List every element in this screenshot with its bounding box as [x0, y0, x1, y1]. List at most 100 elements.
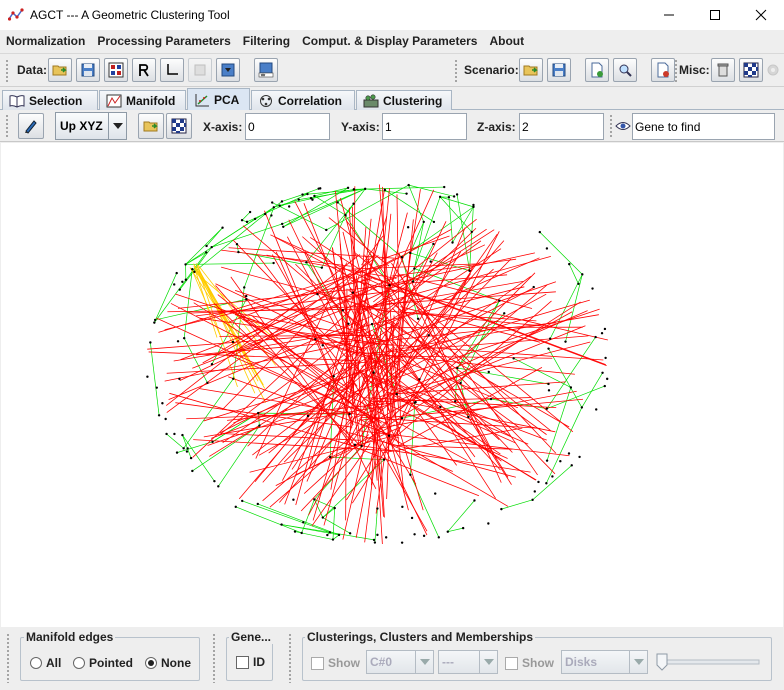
- bottom-grip[interactable]: [6, 633, 10, 683]
- gene-point: [489, 397, 493, 401]
- chevron-down-icon[interactable]: [108, 113, 126, 139]
- pca-edit-button[interactable]: [18, 113, 44, 139]
- radio-pointed-dot[interactable]: [73, 657, 85, 669]
- bottom-panel: Manifold edges All Pointed None Gene... …: [0, 627, 784, 690]
- pca-toolbar-grip[interactable]: [5, 114, 9, 138]
- data-matrix-button[interactable]: [104, 58, 128, 82]
- chevron-down-icon[interactable]: [629, 651, 647, 673]
- feature-axis-button[interactable]: [160, 58, 184, 82]
- x-axis-input[interactable]: [245, 113, 330, 140]
- pca-plot-svg[interactable]: [1, 143, 783, 627]
- y-axis-input[interactable]: [382, 113, 467, 140]
- gene-search-input[interactable]: [632, 113, 775, 140]
- manifold-edge: [257, 413, 260, 426]
- view-mode-select[interactable]: Up XYZ: [55, 112, 127, 140]
- gene-point: [332, 374, 335, 378]
- highlighted-edge: [156, 317, 388, 425]
- highlighted-edge: [350, 308, 600, 394]
- clusters-grip[interactable]: [288, 633, 292, 683]
- menu-about[interactable]: About: [489, 34, 525, 48]
- delete-scenario-button[interactable]: [651, 58, 675, 82]
- highlighted-edge: [364, 276, 384, 517]
- gene-point: [545, 482, 548, 485]
- highlighted-edge: [283, 350, 399, 463]
- load-data-button[interactable]: [48, 58, 72, 82]
- gene-point: [455, 193, 459, 196]
- misc-grip[interactable]: [674, 59, 678, 83]
- save-export-button[interactable]: [216, 58, 240, 82]
- radio-all[interactable]: All: [30, 656, 61, 670]
- clustering-select[interactable]: C#0: [366, 650, 434, 674]
- pca-matrix-button[interactable]: [166, 113, 192, 139]
- disabled-tool-button[interactable]: [188, 58, 212, 82]
- gene-point: [531, 498, 534, 502]
- menu-processing-parameters[interactable]: Processing Parameters: [97, 34, 231, 48]
- trash-button[interactable]: [711, 58, 735, 82]
- new-scenario-button[interactable]: [585, 58, 609, 82]
- highlighted-edge: [180, 275, 401, 361]
- highlighted-edge: [203, 406, 381, 438]
- highlighted-edge: [242, 225, 372, 336]
- close-button[interactable]: [738, 0, 784, 30]
- chevron-down-icon[interactable]: [415, 651, 433, 673]
- highlighted-edge: [373, 227, 477, 328]
- gene-id-checkbox[interactable]: ID: [236, 655, 265, 669]
- gene-panel-grip[interactable]: [212, 633, 216, 683]
- tab-selection[interactable]: Selection: [2, 90, 98, 110]
- pca-load-button[interactable]: [138, 113, 164, 139]
- save-scenario-button[interactable]: [547, 58, 571, 82]
- radio-all-dot[interactable]: [30, 657, 42, 669]
- misc-matrix-button[interactable]: [739, 58, 763, 82]
- gene-point: [185, 450, 189, 453]
- chevron-down-icon[interactable]: [479, 651, 497, 673]
- tab-manifold[interactable]: Manifold: [99, 90, 186, 110]
- tab-correlation[interactable]: Correlation: [251, 90, 355, 110]
- radio-none[interactable]: None: [145, 656, 191, 670]
- gene-point: [231, 340, 235, 344]
- highlighted-edge: [186, 412, 351, 420]
- gene-grip[interactable]: [609, 114, 613, 138]
- misc-disabled-button[interactable]: [763, 58, 783, 82]
- pca-plot-canvas[interactable]: [1, 143, 783, 627]
- gene-point: [256, 502, 259, 506]
- menu-comput-display-parameters[interactable]: Comput. & Display Parameters: [302, 34, 478, 48]
- maximize-button[interactable]: [692, 0, 738, 30]
- slider-thumb[interactable]: [656, 653, 668, 671]
- membership-slider[interactable]: [653, 651, 763, 675]
- save-data-button[interactable]: [76, 58, 100, 82]
- gene-point: [547, 347, 550, 350]
- shape-select[interactable]: Disks: [561, 650, 648, 674]
- highlighted-edge: [392, 284, 548, 416]
- highlighted-edge: [399, 311, 537, 322]
- radio-none-dot[interactable]: [145, 657, 157, 669]
- gene-point: [297, 198, 300, 201]
- inspect-scenario-button[interactable]: [613, 58, 637, 82]
- show-clustering-box[interactable]: [311, 656, 324, 670]
- highlighted-edge: [349, 252, 438, 410]
- tab-pca[interactable]: PCA: [187, 88, 250, 110]
- tab-clustering[interactable]: Clustering: [356, 90, 452, 110]
- menu-normalization[interactable]: Normalization: [6, 34, 86, 48]
- cluster-select[interactable]: ---: [438, 650, 498, 674]
- feature-r-button[interactable]: [132, 58, 156, 82]
- z-axis-input[interactable]: [519, 113, 604, 140]
- menu-bar: Normalization Processing Parameters Filt…: [0, 30, 784, 52]
- minimize-button[interactable]: [646, 0, 692, 30]
- show-clustering-checkbox[interactable]: Show: [311, 656, 360, 670]
- gene-point: [400, 256, 404, 259]
- radio-pointed[interactable]: Pointed: [73, 656, 133, 670]
- toolbar-grip[interactable]: [5, 59, 9, 83]
- load-scenario-button[interactable]: [519, 58, 543, 82]
- scenario-grip[interactable]: [454, 59, 458, 83]
- save-web-button[interactable]: [254, 58, 278, 82]
- gene-point: [422, 534, 426, 538]
- highlighted-edge: [303, 434, 369, 494]
- gene-id-box[interactable]: [236, 655, 249, 669]
- highlighted-edge: [282, 320, 368, 481]
- menu-filtering[interactable]: Filtering: [242, 34, 291, 48]
- show-membership-box[interactable]: [505, 656, 518, 670]
- gene-point: [533, 490, 536, 493]
- gene-point: [314, 337, 317, 341]
- gene-point: [184, 263, 187, 266]
- show-membership-checkbox[interactable]: Show: [505, 656, 554, 670]
